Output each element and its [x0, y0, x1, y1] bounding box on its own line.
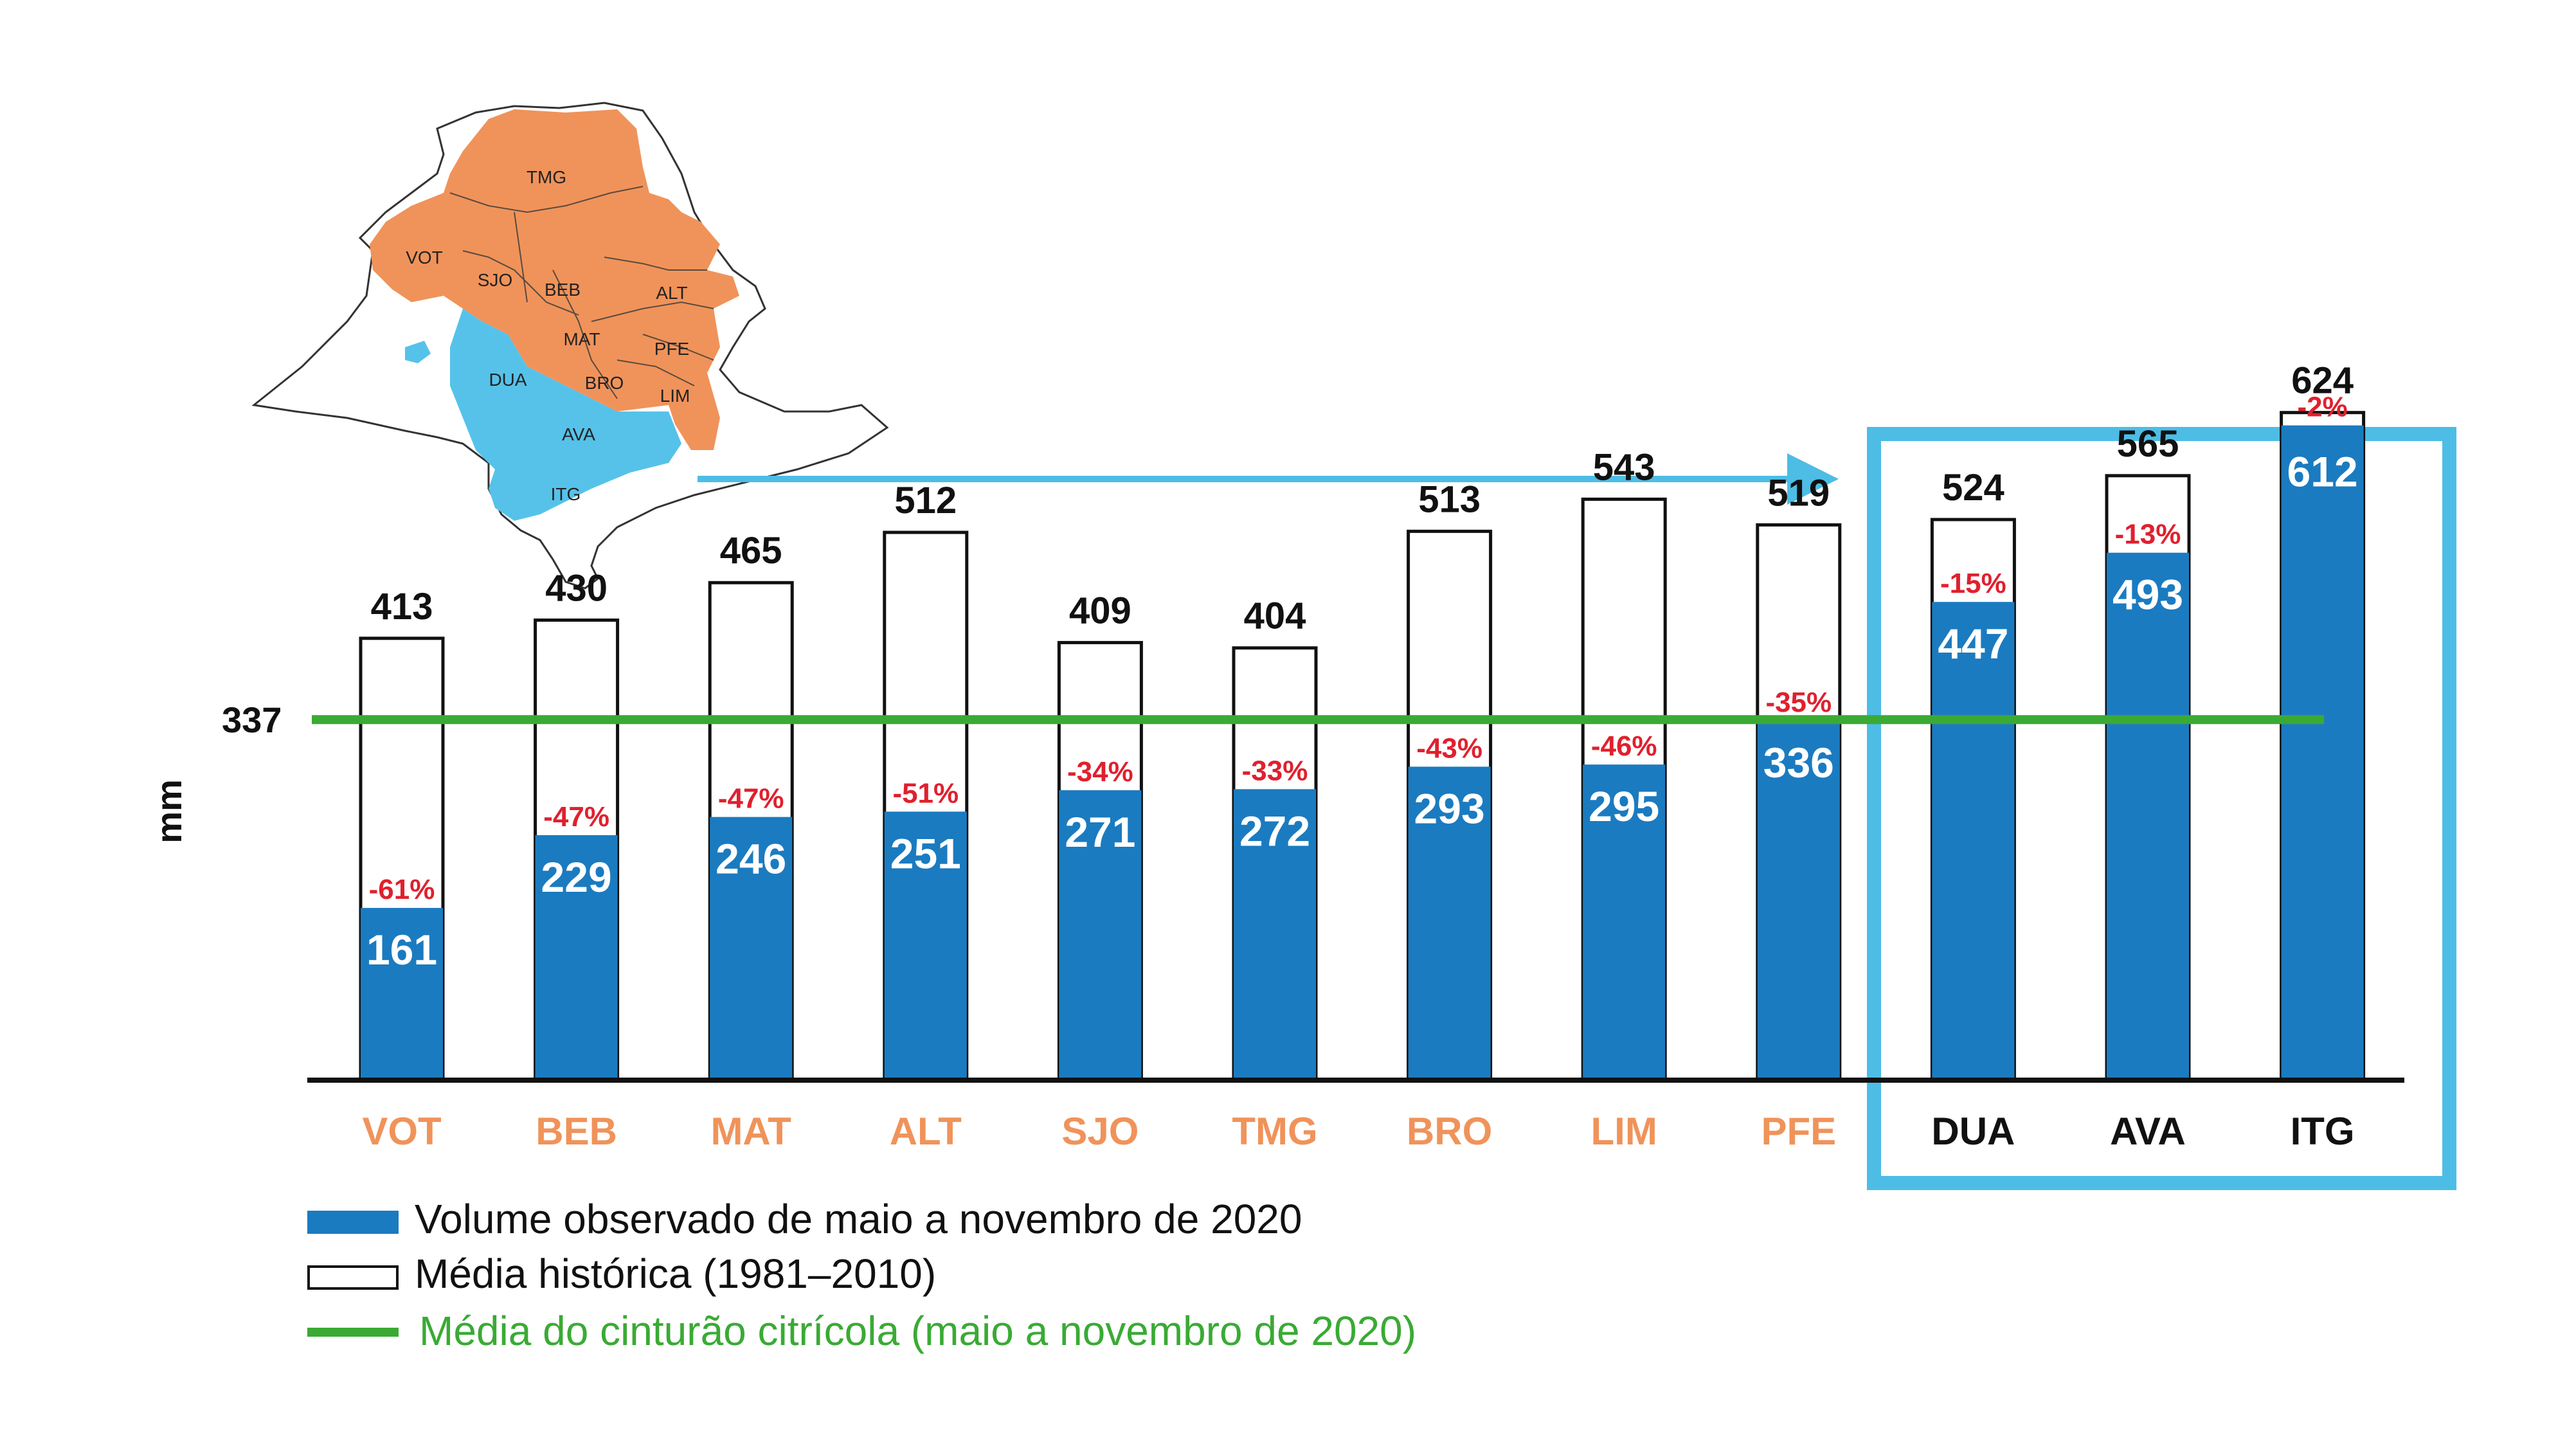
label-observed-mat: 246: [716, 835, 786, 883]
map-label-vot: VOT: [406, 248, 443, 267]
map-region-borders: [449, 186, 714, 399]
label-observed-bro: 293: [1414, 784, 1485, 832]
label-historical-sjo: 409: [1069, 590, 1131, 631]
category-label-alt: ALT: [890, 1110, 962, 1153]
legend: Volume observado de maio a novembro de 2…: [307, 1196, 1416, 1354]
label-deviation-sjo: -34%: [1067, 756, 1133, 788]
bar-observed-alt: [884, 811, 967, 1080]
map-label-alt: ALT: [656, 283, 687, 303]
map-label-pfe: PFE: [654, 339, 689, 359]
label-deviation-itg: -2%: [2297, 392, 2347, 423]
legend-label-reference: Média do cinturão citrícola (maio a nove…: [419, 1308, 1416, 1354]
label-deviation-mat: -47%: [718, 783, 784, 815]
map-label-mat: MAT: [563, 329, 600, 349]
map-label-sjo: SJO: [478, 270, 512, 290]
label-historical-vot: 413: [371, 586, 433, 628]
label-historical-lim: 543: [1593, 446, 1655, 488]
label-deviation-lim: -46%: [1591, 730, 1657, 762]
map-label-itg: ITG: [551, 484, 581, 504]
map-labels: TMG VOT SJO BEB ALT MAT PFE BRO LIM DUA …: [406, 167, 690, 504]
legend-label-observed: Volume observado de maio a novembro de 2…: [415, 1196, 1302, 1242]
label-historical-beb: 430: [545, 567, 608, 609]
bar-observed-sjo: [1059, 790, 1142, 1080]
map-label-bro: BRO: [585, 373, 624, 393]
map-label-dua: DUA: [489, 370, 527, 390]
map-region-blue-fragment: [405, 341, 431, 363]
bar-observed-lim: [1583, 764, 1666, 1080]
label-deviation-dua: -15%: [1940, 568, 2006, 599]
category-label-ava: AVA: [2110, 1110, 2186, 1153]
label-deviation-alt: -51%: [892, 777, 959, 809]
bar-observed-bro: [1408, 766, 1491, 1080]
legend-swatch-historical: [307, 1265, 399, 1290]
label-historical-bro: 513: [1418, 478, 1481, 520]
label-historical-itg: 624: [2291, 360, 2354, 402]
category-label-lim: LIM: [1591, 1110, 1657, 1153]
legend-label-historical: Média histórica (1981–2010): [415, 1251, 936, 1297]
bar-observed-beb: [535, 835, 618, 1080]
category-label-sjo: SJO: [1061, 1110, 1139, 1153]
label-historical-ava: 565: [2117, 423, 2179, 465]
category-label-tmg: TMG: [1232, 1110, 1317, 1153]
label-observed-vot: 161: [366, 926, 437, 973]
bar-observed-ava: [2107, 552, 2189, 1080]
label-observed-pfe: 336: [1763, 739, 1834, 786]
label-deviation-ava: -13%: [2115, 519, 2181, 550]
bar-observed-dua: [1932, 602, 2015, 1080]
legend-swatch-observed: [307, 1211, 399, 1234]
bar-observed-itg: [2281, 425, 2364, 1080]
map-region-blue: [450, 309, 681, 521]
label-observed-dua: 447: [1938, 620, 2008, 667]
category-label-vot: VOT: [362, 1110, 441, 1153]
bar-observed-pfe: [1757, 720, 1840, 1080]
bar-observed-vot: [361, 908, 443, 1080]
label-historical-pfe: 519: [1767, 472, 1830, 514]
label-deviation-bro: -43%: [1416, 732, 1482, 764]
map-label-ava: AVA: [562, 424, 595, 444]
category-label-dua: DUA: [1931, 1110, 2015, 1153]
category-label-itg: ITG: [2291, 1110, 2355, 1153]
region-map: TMG VOT SJO BEB ALT MAT PFE BRO LIM DUA …: [251, 102, 889, 590]
label-deviation-beb: -47%: [543, 801, 609, 833]
label-observed-ava: 493: [2112, 571, 2183, 619]
y-axis-label: mm: [149, 779, 189, 844]
label-observed-itg: 612: [2287, 448, 2358, 496]
label-historical-dua: 524: [1942, 467, 2004, 509]
label-historical-alt: 512: [894, 480, 957, 521]
category-label-pfe: PFE: [1761, 1110, 1836, 1153]
label-deviation-vot: -61%: [369, 874, 435, 905]
category-label-beb: BEB: [536, 1110, 617, 1153]
reference-value-label: 337: [222, 700, 282, 740]
label-observed-lim: 295: [1589, 782, 1659, 830]
map-label-tmg: TMG: [527, 167, 566, 187]
category-label-bro: BRO: [1407, 1110, 1492, 1153]
label-observed-sjo: 271: [1065, 808, 1135, 856]
label-observed-beb: 229: [541, 853, 612, 901]
map-label-lim: LIM: [660, 386, 690, 406]
map-label-beb: BEB: [545, 280, 581, 300]
label-historical-tmg: 404: [1244, 595, 1306, 637]
label-observed-alt: 251: [890, 829, 961, 877]
label-deviation-tmg: -33%: [1242, 755, 1308, 786]
label-deviation-pfe: -35%: [1765, 687, 1832, 718]
highlight-box: [1867, 427, 2456, 1190]
bar-observed-tmg: [1234, 789, 1316, 1080]
category-label-mat: MAT: [710, 1110, 791, 1153]
label-observed-tmg: 272: [1239, 807, 1310, 854]
category-labels: VOT BEB MAT ALT SJO TMG BRO LIM PFE DUA AVA ITG: [362, 1110, 2354, 1153]
label-historical-mat: 465: [720, 530, 782, 572]
bar-observed-mat: [710, 817, 793, 1080]
